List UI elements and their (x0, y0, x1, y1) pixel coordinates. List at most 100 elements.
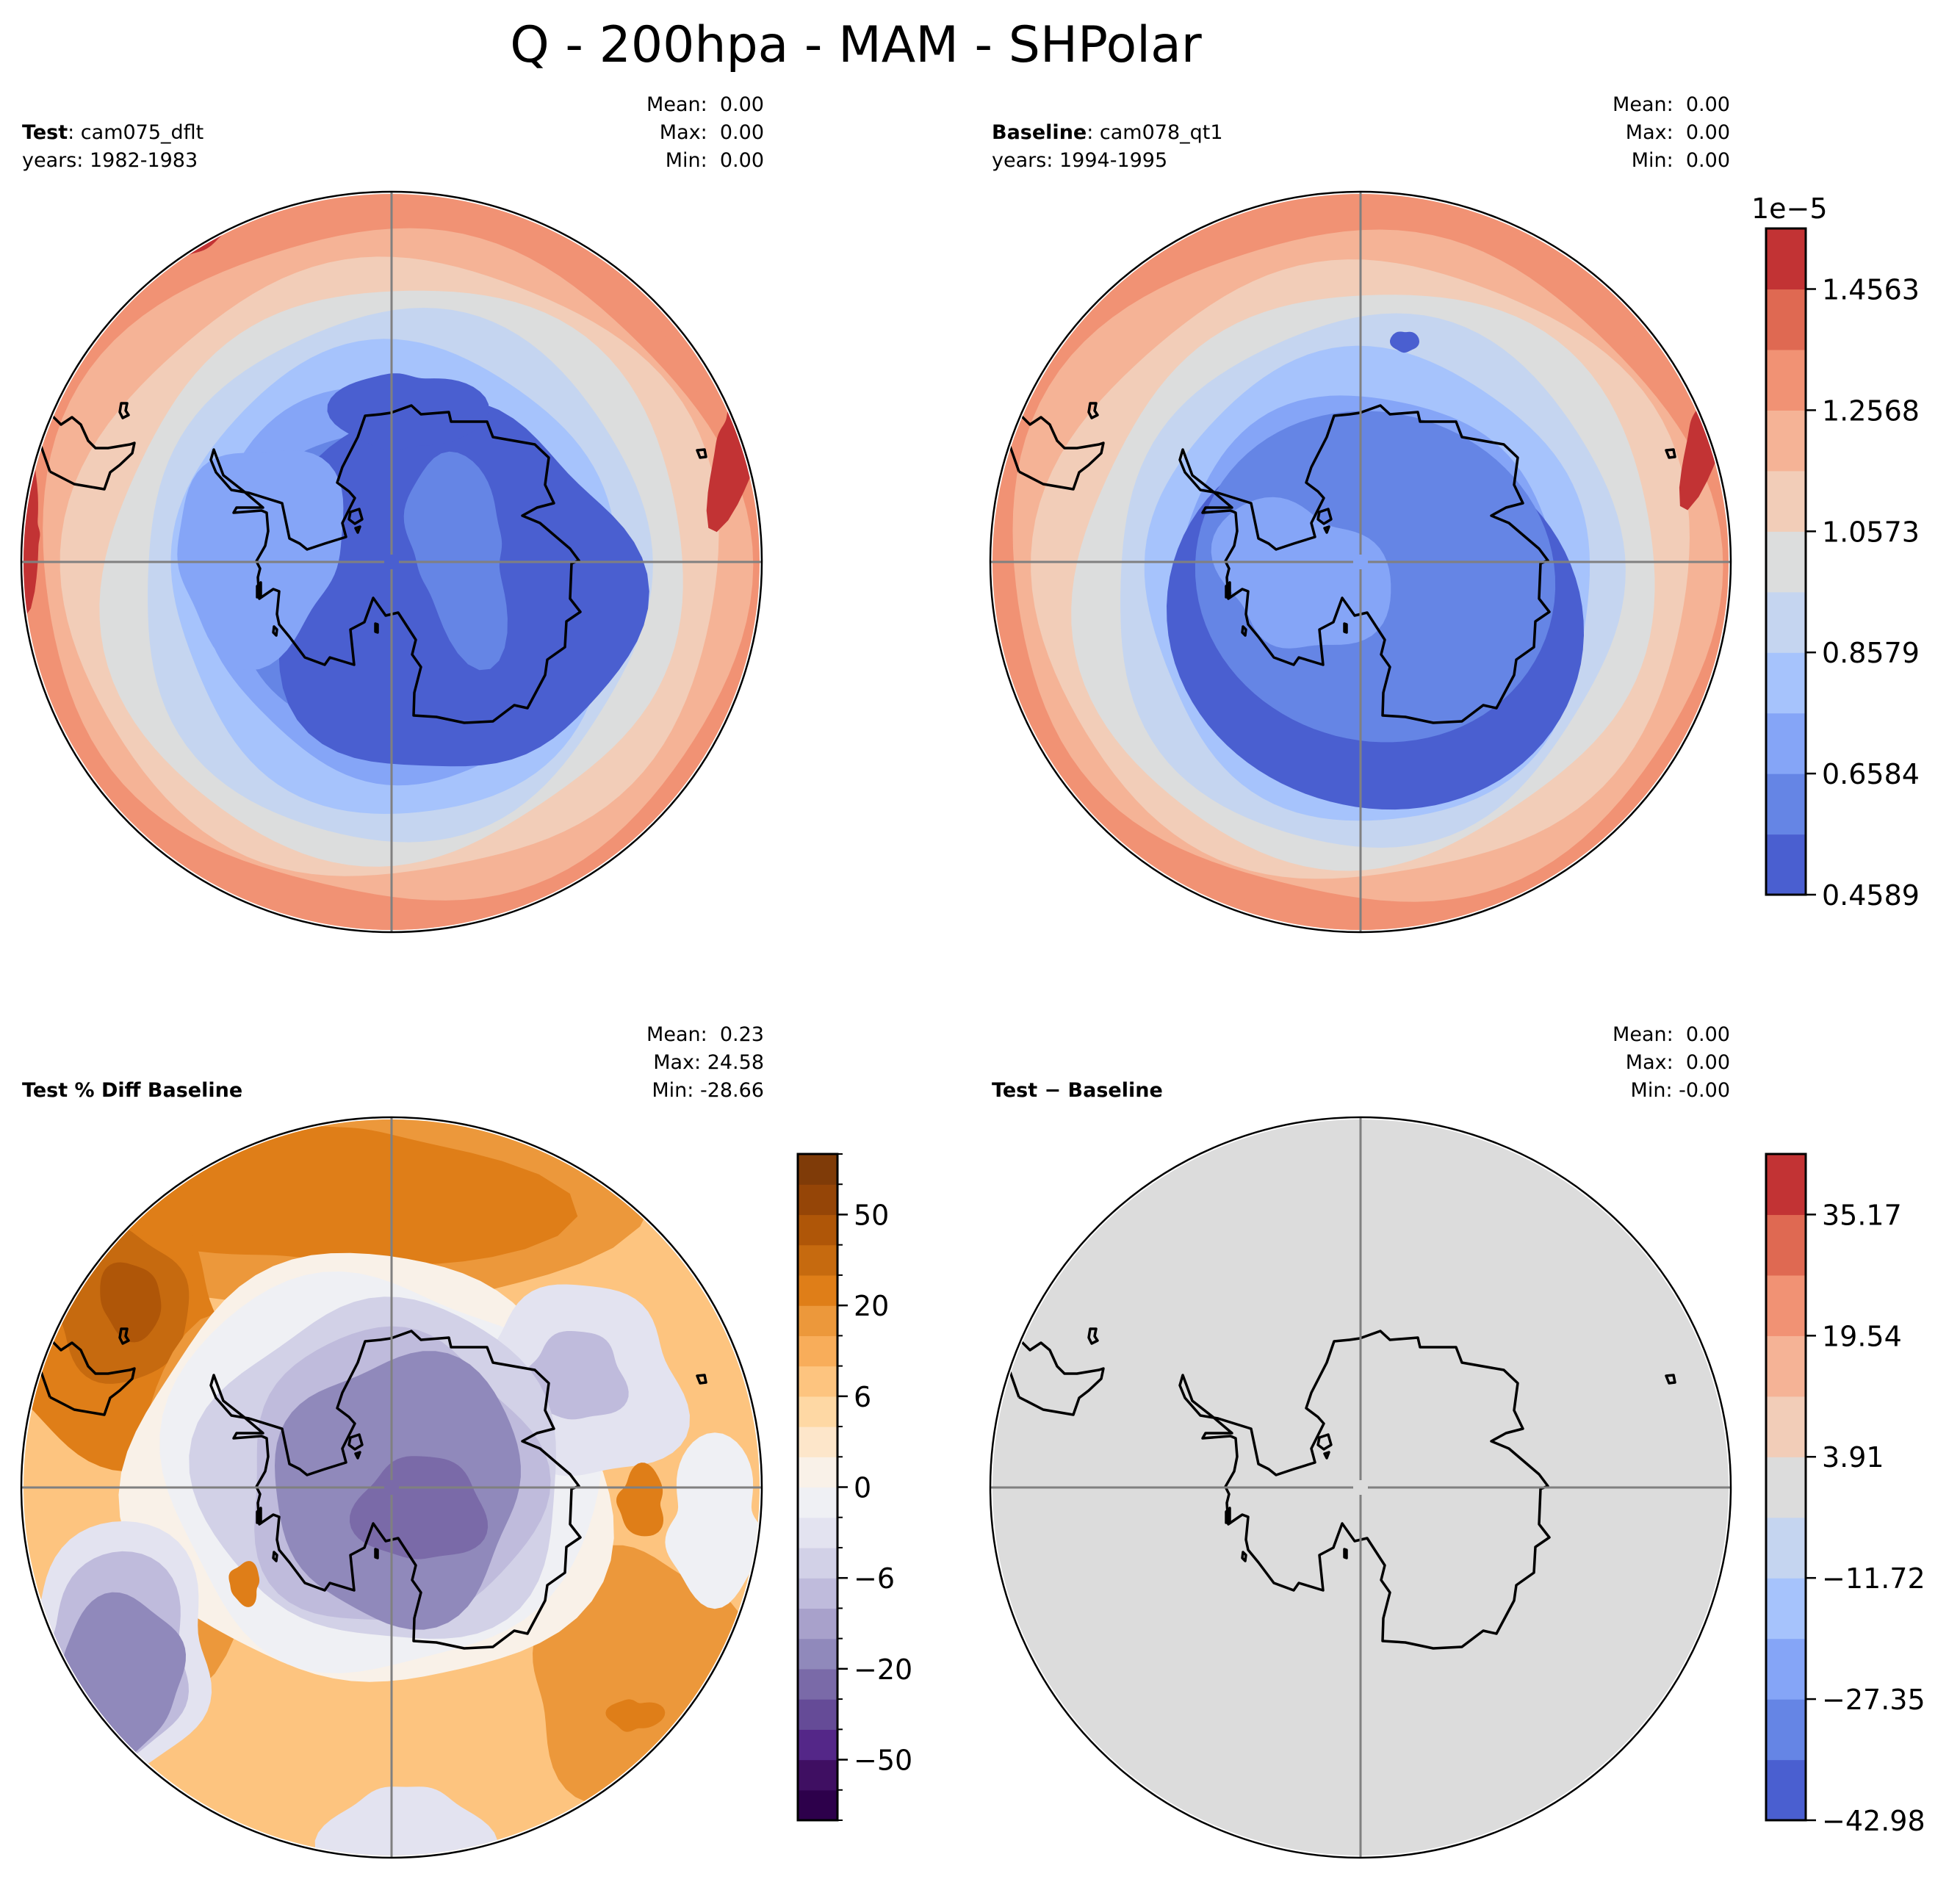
map-panel-pct-diff (20, 1116, 763, 1859)
coastline-island (1665, 448, 1676, 459)
contour-band (616, 1463, 663, 1537)
coastline-island (256, 581, 262, 599)
coastline-island (1225, 1507, 1231, 1524)
coastline-island (118, 402, 130, 419)
colorbar-segment (798, 1759, 837, 1791)
colorbar-tick-label: 20 (854, 1290, 889, 1322)
panel-pctdiff-label-bold: Test % Diff Baseline (22, 1079, 243, 1102)
colorbar-segment (1766, 1154, 1806, 1216)
colorbar-tick-label: 6 (854, 1381, 871, 1413)
contour-band (1390, 331, 1419, 353)
colorbar-segment (798, 1184, 837, 1216)
panel-baseline-years: years: 1994-1995 (992, 149, 1168, 172)
coastline-new-zealand (1419, 1857, 1446, 1875)
map-boundary (20, 190, 763, 934)
stat-max: Max: 24.58 (653, 1051, 764, 1074)
panel-baseline-label-case: : cam078_qt1 (1087, 121, 1223, 144)
coastline-south-america (49, 1341, 136, 1416)
colorbar-segment (798, 1729, 837, 1761)
coastline-island (354, 525, 361, 534)
contour-band (1211, 497, 1391, 649)
stat-mean: Mean: 0.00 (646, 93, 764, 116)
map-panel-baseline (989, 190, 1732, 934)
stat-mean: Mean: 0.00 (1613, 93, 1730, 116)
map-boundary (989, 1116, 1732, 1859)
coastline-south-america (49, 415, 136, 491)
colorbar-tick-label: −42.98 (1822, 1805, 1925, 1837)
contour-field (992, 194, 1729, 930)
colorbar-segment (798, 1699, 837, 1730)
panel-diff-label-rest: − Baseline (1037, 1079, 1163, 1102)
colorbar-segment (1766, 652, 1806, 714)
stat-max: Max: 0.00 (1625, 121, 1730, 144)
coastline-island (1241, 1551, 1247, 1562)
contour-band (350, 1456, 489, 1559)
stat-min: Min: 0.00 (665, 149, 764, 172)
map-boundary (989, 190, 1732, 934)
coastline-island (272, 1551, 278, 1562)
colorbar-tick-label: −27.35 (1822, 1684, 1925, 1716)
colorbar-frame (1765, 227, 1807, 896)
stat-max: Max: 0.00 (659, 121, 764, 144)
colorbar-frame (1765, 1153, 1807, 1822)
panel-baseline-stats: Mean: 0.00 Max: 0.00 Min: 0.00 (1613, 91, 1730, 175)
panel-pctdiff-label: Test % Diff Baseline (22, 1077, 242, 1105)
coastline-antarctica (1178, 404, 1551, 724)
colorbar-tick-label: 0 (854, 1472, 871, 1504)
colorbar-segment (798, 1578, 837, 1609)
colorbar-segment (1766, 349, 1806, 411)
contour-band (327, 373, 489, 451)
map-panels (20, 190, 1732, 1875)
colorbar-segment (1766, 773, 1806, 835)
colorbar-segment (798, 1274, 837, 1306)
colorbar-segment (1766, 1638, 1806, 1700)
colorbar-segment (798, 1154, 837, 1185)
colorbar-segment (1766, 1457, 1806, 1518)
coastline-island (118, 1327, 130, 1345)
colorbar-segment (1766, 531, 1806, 593)
panel-test-stats: Mean: 0.00 Max: 0.00 Min: 0.00 (646, 91, 764, 175)
colorbar-tick-label: −50 (854, 1745, 912, 1777)
colorbar-offset-label: 1e−5 (1751, 192, 1828, 225)
map-panel-diff (989, 1116, 1732, 1875)
colorbar-tick-label: 0.6584 (1822, 758, 1920, 790)
coastline-island (1087, 402, 1099, 419)
coastline-antarctica (1178, 1330, 1551, 1650)
stat-min: Min: 0.00 (1631, 149, 1730, 172)
coastline-south-america (1018, 415, 1105, 491)
colorbar-tick-label: 50 (854, 1199, 889, 1231)
panel-test-label: Test: cam075_dflt (22, 119, 203, 147)
colorbar-diff: −42.98 −27.35 −11.72 3.91 19.54 35.17 (1765, 1153, 1925, 1837)
map-panel-test (20, 190, 763, 934)
stat-min: Min: -0.00 (1630, 1079, 1730, 1102)
coastline-island (1316, 1433, 1333, 1451)
coastline-island (347, 1433, 364, 1451)
panel-diff-label: Test − Baseline (992, 1077, 1163, 1105)
colorbar-tick-label: 0.4589 (1822, 879, 1920, 912)
colorbar-segment (1766, 834, 1806, 895)
colorbar-tick-label: 1.2568 (1822, 394, 1920, 427)
colorbar-segment (798, 1638, 837, 1670)
colorbar-segment (798, 1244, 837, 1276)
coastline-island (1665, 1374, 1676, 1385)
coastline-antarctica (209, 1330, 582, 1650)
colorbar-segment (798, 1547, 837, 1579)
panel-test-label-bold: Test (22, 121, 68, 144)
stat-max: Max: 0.00 (1625, 1051, 1730, 1074)
coastline-island (272, 625, 278, 637)
coastline-island (1316, 508, 1333, 525)
colorbar-pct-diff: −50 −20 −6 0 6 20 50 (796, 1153, 912, 1822)
colorbar-segment (1766, 1396, 1806, 1457)
coastlines (24, 1327, 707, 1650)
contour-band (665, 1432, 760, 1609)
coastline-island (696, 1374, 707, 1385)
contour-band (605, 1699, 666, 1732)
map-boundary (20, 1116, 763, 1859)
colorbars: 0.4589 0.6584 0.8579 1.0573 1.2568 1.4563 1e−5… (796, 192, 1925, 1837)
coastline-island (1343, 622, 1348, 634)
colorbar-tick-label: −11.72 (1822, 1562, 1925, 1595)
colorbar-segment (798, 1789, 837, 1821)
panel-test-label-case: : cam075_dflt (68, 121, 204, 144)
colorbar-segment (1766, 713, 1806, 774)
